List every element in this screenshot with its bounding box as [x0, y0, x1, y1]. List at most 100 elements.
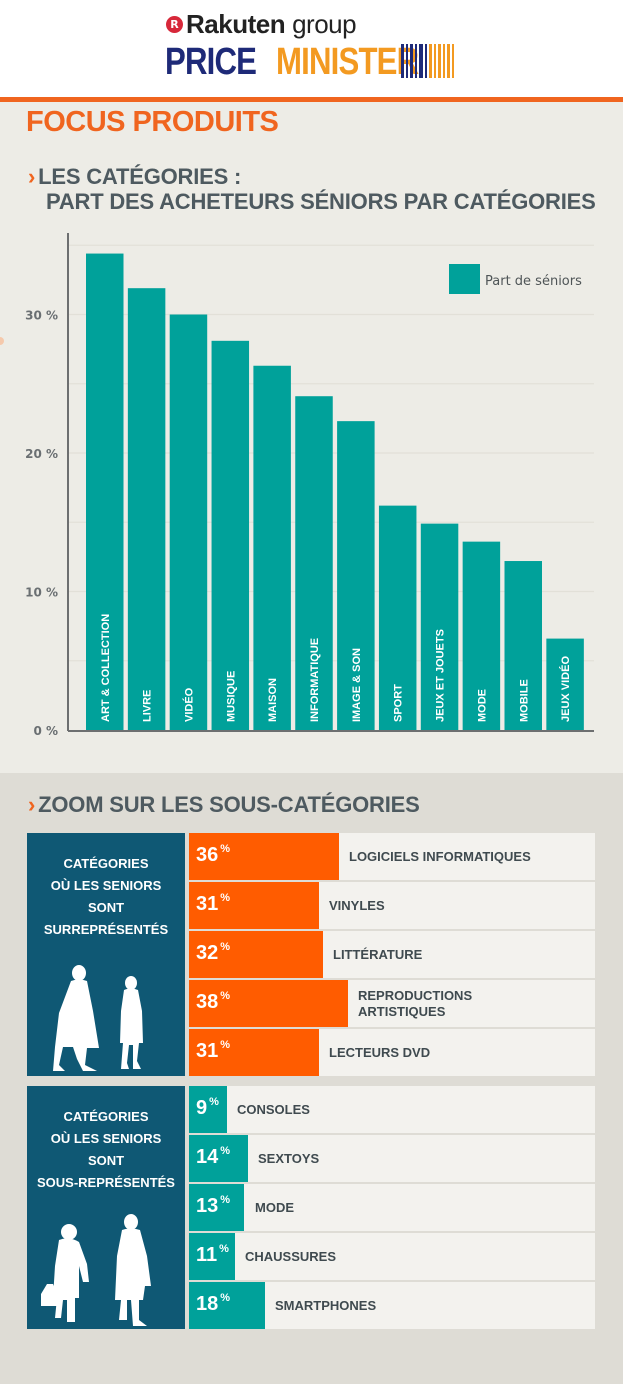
bar — [420, 523, 459, 730]
share-value: 38% — [196, 990, 231, 1013]
over-represented-caption: CATÉGORIES OÙ LES SENIORS SONT SURREPRÉS… — [27, 853, 185, 941]
subcategory-label: LITTÉRATURE — [333, 946, 423, 962]
priceminister-logo: PRICE MINISTER — [165, 40, 450, 82]
percent-sign: % — [220, 1039, 231, 1051]
bar-category-label: INFORMATIQUE — [309, 638, 321, 722]
share-value: 14% — [196, 1145, 231, 1168]
barcode-icon — [401, 44, 454, 78]
bar — [86, 253, 124, 730]
bar-category-label: VIDÉO — [182, 687, 195, 722]
share-bar — [189, 1086, 227, 1133]
brand-header: R Rakuten group PRICE MINISTER — [0, 0, 623, 97]
senior-couple-shopping-icon — [41, 1214, 151, 1326]
under-represented-caption: CATÉGORIES OÙ LES SENIORS SONT SOUS-REPR… — [27, 1106, 185, 1194]
subcategory-label: LECTEURS DVD — [329, 1044, 431, 1060]
under-represented-list: 9% CONSOLES 14% SEXTOYS 13% MODE 11% CHAUSSURES… — [189, 1086, 595, 1329]
subcategory-row: 14% SEXTOYS — [189, 1135, 595, 1182]
logo-price: PRICE — [165, 41, 257, 83]
percent-sign: % — [220, 941, 231, 953]
over-represented-panel: CATÉGORIES OÙ LES SENIORS SONT SURREPRÉS… — [27, 833, 185, 1076]
subcategory-label-line: ARTISTIQUES — [358, 1003, 446, 1019]
share-value: 13% — [196, 1194, 231, 1217]
subcategory-row: 13% MODE — [189, 1184, 595, 1231]
caption-line: SOUS-REPRÉSENTÉS — [37, 1175, 175, 1190]
senior-couple-walking-icon — [53, 965, 143, 1071]
section-heading-categories: › LES CATÉGORIES : PART DES ACHETEURS SÉN… — [28, 164, 596, 214]
subcategory-row: 11% CHAUSSURES — [189, 1233, 595, 1280]
subcategory-label: MODE — [255, 1199, 294, 1215]
chevron-right-icon: › — [28, 164, 36, 189]
subcategory-label-line: REPRODUCTIONS — [358, 987, 473, 1003]
percent-sign: % — [220, 892, 231, 904]
rakuten-logo: R Rakuten group — [166, 8, 357, 40]
chart-canvas: 0 % 10 % 20 % 30 % ART & COLLECTION LIVRE VIDÉ… — [25, 233, 594, 738]
bar — [546, 638, 584, 730]
subcategory-row: 18% SMARTPHONES — [189, 1282, 595, 1329]
caption-line: SURREPRÉSENTÉS — [43, 922, 169, 937]
subcategory-label: SMARTPHONES — [275, 1297, 377, 1313]
bar-category-label: SPORT — [393, 684, 405, 722]
legend-label: Part de séniors — [485, 274, 582, 289]
bar — [253, 365, 291, 730]
share-value: 11% — [196, 1243, 229, 1266]
seniors-by-category-chart: 0 % 10 % 20 % 30 % ART & COLLECTION LIVRE VIDÉ… — [0, 225, 623, 745]
bar — [337, 421, 375, 730]
rakuten-r-icon: R — [166, 15, 183, 33]
bar-category-label: MODE — [476, 689, 488, 722]
y-tick-label: 10 % — [25, 586, 58, 600]
share-bar — [189, 1282, 265, 1329]
share-bar — [189, 1184, 244, 1231]
subcategory-row: 38% REPRODUCTIONS ARTISTIQUES — [189, 980, 595, 1027]
share-bar — [189, 833, 339, 880]
share-bar — [189, 1135, 248, 1182]
chevron-right-icon: › — [28, 792, 36, 817]
share-bar — [189, 882, 319, 929]
y-tick-label: 30 % — [25, 309, 58, 323]
bar — [211, 340, 250, 730]
share-value: 18% — [196, 1292, 231, 1315]
percent-sign: % — [209, 1096, 219, 1108]
subcategory-label: CONSOLES — [237, 1101, 310, 1117]
under-represented-block: CATÉGORIES OÙ LES SENIORS SONT SOUS-REPR… — [27, 1086, 595, 1329]
bar-category-label: MAISON — [267, 678, 279, 722]
bar — [169, 314, 208, 730]
caption-line: OÙ LES SENIORS — [50, 1131, 162, 1146]
bar — [462, 541, 501, 730]
subcategory-label: SEXTOYS — [258, 1150, 320, 1166]
subcategory-label: CHAUSSURES — [245, 1248, 337, 1264]
bar — [127, 288, 166, 730]
subcategory-label: LOGICIELS INFORMATIQUES — [349, 848, 531, 864]
section-heading-subcategories: › ZOOM SUR LES SOUS-CATÉGORIES — [28, 792, 420, 817]
edge-marker — [0, 337, 4, 345]
share-value: 31% — [196, 892, 231, 915]
share-bar — [189, 931, 323, 978]
bar-category-label: IMAGE & SON — [351, 648, 363, 722]
subcategory-row: 31% VINYLES — [189, 882, 595, 929]
subcategory-row: 9% CONSOLES — [189, 1086, 595, 1133]
share-value: 36% — [196, 843, 231, 866]
percent-sign: % — [220, 1194, 231, 1206]
percent-sign: % — [219, 1243, 229, 1255]
page-title: FOCUS PRODUITS — [26, 106, 279, 138]
bar-category-label: LIVRE — [142, 690, 154, 722]
share-bar — [189, 1233, 235, 1280]
bar — [295, 396, 333, 730]
subcategory-label: VINYLES — [329, 897, 385, 913]
section-heading-line2: PART DES ACHETEURS SÉNIORS PAR CATÉGORIE… — [46, 189, 596, 214]
bar-category-label: MOBILE — [518, 679, 530, 722]
percent-sign: % — [220, 843, 231, 855]
share-value: 31% — [196, 1039, 231, 1062]
section-heading-line1: LES CATÉGORIES : — [38, 164, 242, 189]
subcategory-row: 32% LITTÉRATURE — [189, 931, 595, 978]
caption-line: CATÉGORIES — [63, 1109, 149, 1124]
share-bar — [189, 980, 348, 1027]
bar — [504, 561, 542, 730]
caption-line: CATÉGORIES — [63, 856, 149, 871]
logo-minister: MINISTER — [276, 41, 419, 83]
rakuten-name: Rakuten — [186, 8, 286, 39]
percent-sign: % — [220, 1292, 231, 1304]
header-divider — [0, 97, 623, 102]
bar-category-label: JEUX VIDÉO — [559, 656, 572, 722]
legend-swatch — [449, 264, 480, 294]
subcategory-label: REPRODUCTIONS ARTISTIQUES — [358, 980, 472, 1027]
